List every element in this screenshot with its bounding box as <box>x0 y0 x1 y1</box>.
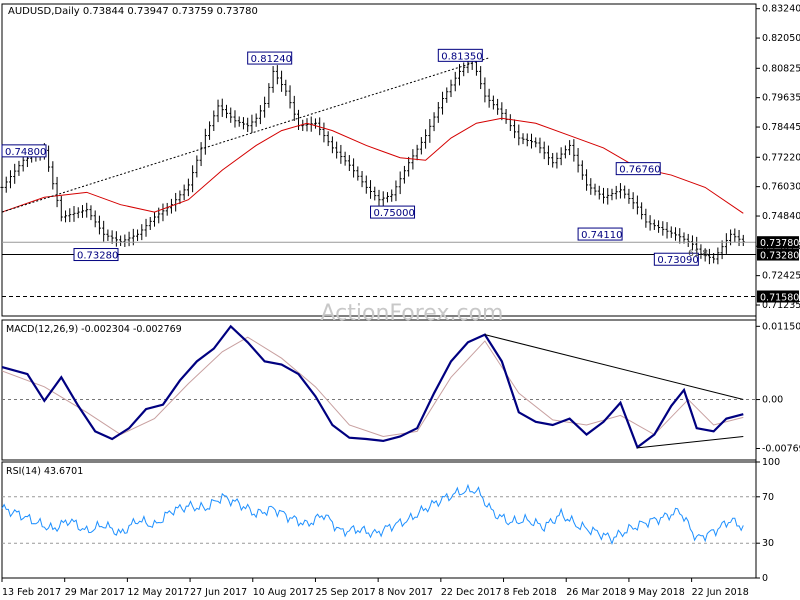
price-tag-label: 0.71580 <box>760 293 799 304</box>
macd-y-tick-label: -0.007694 <box>762 444 800 455</box>
macd-y-tick-label: 0.011508 <box>762 321 800 332</box>
price-tag-box <box>757 290 799 303</box>
price-annotation-label: 0.74110 <box>581 230 622 241</box>
rsi-title: RSI(14) 43.6701 <box>6 466 83 477</box>
x-tick-label: 10 Aug 2017 <box>253 587 314 598</box>
price-annotation-label: 0.73090 <box>657 255 698 266</box>
price-annotation-box <box>73 248 119 262</box>
axes-layer: 0.83240 0.82050 0.80825 0.79635 0.78445 0.772… <box>1 4 800 598</box>
moving-average-line <box>1 117 744 214</box>
price-y-tick-label: 0.72425 <box>762 271 800 282</box>
rsi-line <box>1 483 744 545</box>
x-tick-label: 12 May 2017 <box>127 587 189 598</box>
rsi-y-tick-label: 30 <box>762 538 774 549</box>
chart-header: AUDUSD,Daily 0.73844 0.73947 0.73759 0.7… <box>8 6 258 17</box>
fib-label: 61.8 <box>688 249 708 259</box>
macd-line <box>1 324 744 450</box>
price-tag-box <box>757 248 799 261</box>
x-tick-label: 8 Feb 2018 <box>504 587 557 598</box>
price-tag-label: 0.73780 <box>760 238 799 249</box>
price-y-tick-label: 0.74840 <box>762 211 800 222</box>
x-tick-label: 29 Mar 2017 <box>65 587 125 598</box>
price-y-tick-label: 0.79635 <box>762 93 800 104</box>
price-annotation-label: 0.75000 <box>374 208 415 219</box>
rsi-layer: RSI(14) 43.6701 <box>1 466 744 545</box>
macd-layer: MACD(12,26,9) -0.002304 -0.002769 <box>1 324 744 450</box>
macd-trendline <box>637 435 744 449</box>
price-annotation-label: 0.73280 <box>77 251 118 262</box>
price-y-tick-label: 0.80825 <box>762 63 800 74</box>
price-y-tick-label: 0.76030 <box>762 182 800 193</box>
price-y-tick-label: 0.71235 <box>762 300 800 311</box>
price-y-tick-label: 0.77220 <box>762 152 800 163</box>
rsi-y-tick-label: 100 <box>762 457 780 468</box>
price-tag-label: 0.73280 <box>760 251 799 262</box>
price-annotation-label: 0.74800 <box>5 147 46 158</box>
price-annotation-box <box>370 205 416 219</box>
x-tick-label: 13 Feb 2017 <box>2 587 61 598</box>
price-annotation-box <box>653 252 699 266</box>
x-tick-label: 25 Sep 2017 <box>315 587 375 598</box>
x-tick-label: 22 Jun 2018 <box>692 587 749 598</box>
price-annotation-label: 0.81240 <box>251 54 292 65</box>
price-annotation-box <box>1 144 47 158</box>
x-tick-label: 9 May 2018 <box>629 587 685 598</box>
x-tick-label: 8 Nov 2017 <box>378 587 433 598</box>
price-annotation-label: 0.76760 <box>619 165 660 176</box>
watermark: ActionForex.com <box>321 301 504 326</box>
price-annotation-box <box>437 48 483 62</box>
price-y-tick-label: 0.83240 <box>762 4 800 15</box>
macd-title: MACD(12,26,9) -0.002304 -0.002769 <box>6 324 182 335</box>
price-tag-box <box>757 236 799 249</box>
x-tick-label: 27 Jun 2017 <box>190 587 247 598</box>
price-y-tick-label: 0.78445 <box>762 122 800 133</box>
rsi-y-tick-label: 70 <box>762 492 774 503</box>
price-annotation-box <box>247 51 293 65</box>
price-annotation-box <box>615 162 661 176</box>
macd-y-tick-label: 0.00 <box>762 395 783 406</box>
macd-trendline <box>484 334 744 401</box>
macd-signal-line <box>1 336 744 437</box>
price-layer: 0.74800 0.73280 0.81240 0.81350 0.75000 0.741… <box>0 48 756 297</box>
rsi-y-tick-label: 0 <box>762 573 768 584</box>
price-y-tick-label: 0.82050 <box>762 33 800 44</box>
x-tick-label: 22 Dec 2017 <box>441 587 502 598</box>
x-tick-label: 26 Mar 2018 <box>566 587 626 598</box>
trendline-dotted <box>1 57 490 213</box>
price-annotation-box <box>577 227 623 241</box>
price-annotation-label: 0.81350 <box>441 51 482 62</box>
